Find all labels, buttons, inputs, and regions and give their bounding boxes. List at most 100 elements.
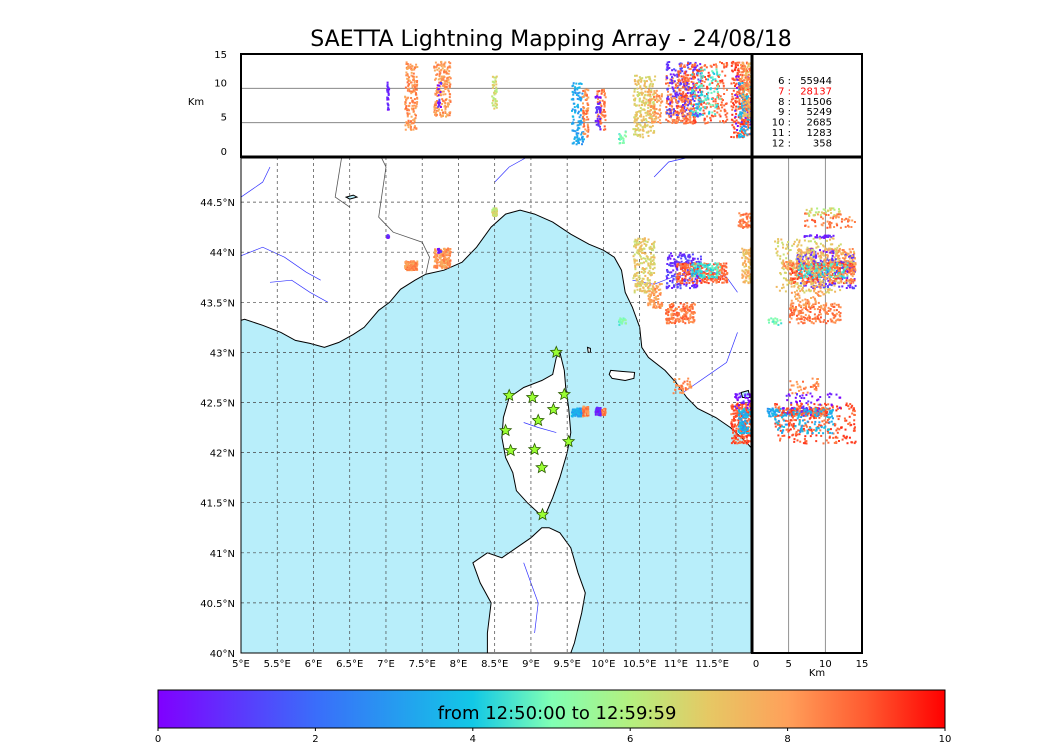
lightning-source <box>415 85 418 88</box>
lightning-source <box>652 103 655 106</box>
lightning-source <box>744 76 747 79</box>
lightning-source <box>701 113 704 116</box>
lightning-source <box>666 112 669 115</box>
lightning-source <box>694 61 697 64</box>
lightning-source <box>722 63 725 66</box>
lightning-source <box>653 240 656 243</box>
lightning-source <box>434 258 437 261</box>
lightning-source <box>665 102 668 105</box>
lightning-source <box>721 106 724 109</box>
lightning-source <box>633 133 635 136</box>
lightning-source <box>652 111 655 114</box>
lightning-source <box>642 272 645 275</box>
lightning-source <box>744 412 747 415</box>
lightning-source <box>747 82 750 85</box>
lightning-source <box>743 74 746 77</box>
lightning-source <box>679 92 682 95</box>
lightning-source <box>574 111 577 114</box>
lightning-source <box>653 131 656 134</box>
station-star <box>546 402 561 416</box>
lightning-source <box>445 115 447 118</box>
lightning-source <box>685 84 688 87</box>
lightning-source <box>416 101 419 103</box>
lightning-source <box>575 82 578 85</box>
lightning-source <box>657 294 659 297</box>
lightning-source <box>694 303 696 306</box>
lightning-source <box>703 95 706 98</box>
lightning-source <box>594 411 597 414</box>
lightning-source <box>737 67 740 70</box>
lightning-source <box>673 96 676 99</box>
lightning-source <box>734 414 737 417</box>
lightning-source <box>680 63 683 66</box>
lightning-source <box>695 261 698 263</box>
lightning-source <box>690 94 693 97</box>
lightning-source <box>577 112 580 115</box>
lightning-source <box>600 105 603 108</box>
lightning-source <box>668 61 671 63</box>
lightning-source <box>722 274 725 277</box>
lightning-source <box>571 90 574 93</box>
lightning-source <box>716 94 719 97</box>
lightning-source <box>635 124 638 127</box>
lightning-source <box>600 117 603 120</box>
lightning-source <box>491 95 494 98</box>
lightning-source <box>413 90 416 93</box>
station-star <box>535 460 549 474</box>
lat-tick-label: 40°N <box>210 649 235 660</box>
lightning-source <box>410 71 413 74</box>
lightning-source <box>444 258 447 261</box>
lightning-source <box>673 381 676 383</box>
lightning-source <box>447 105 449 108</box>
lightning-source <box>747 62 749 65</box>
lightning-source <box>690 104 693 107</box>
lightning-source <box>634 114 637 116</box>
lightning-source <box>745 122 748 125</box>
lightning-source <box>688 270 691 273</box>
capraia-island <box>586 346 591 353</box>
lightning-source <box>576 129 579 132</box>
lightning-source <box>684 322 687 325</box>
lightning-source <box>638 274 641 277</box>
lightning-source <box>646 286 649 289</box>
lightning-source <box>576 407 579 410</box>
lightning-source <box>573 106 576 109</box>
lightning-source <box>747 253 750 255</box>
lightning-source <box>686 259 689 262</box>
lightning-source <box>708 112 711 115</box>
lightning-source <box>705 276 708 278</box>
lightning-source <box>412 79 415 81</box>
lightning-source <box>672 312 675 315</box>
lightning-source <box>748 62 751 65</box>
lightning-source <box>654 120 657 123</box>
lightning-source <box>413 118 416 121</box>
lightning-source <box>433 107 436 110</box>
lightning-source <box>803 261 806 264</box>
lightning-source <box>640 113 643 116</box>
lightning-source <box>576 139 579 142</box>
lightning-source <box>742 63 745 66</box>
lightning-source <box>635 283 638 286</box>
lightning-source <box>700 90 703 93</box>
lightning-source <box>648 98 651 101</box>
lightning-source <box>652 97 655 100</box>
lightning-source <box>685 74 688 77</box>
lightning-source <box>448 61 451 64</box>
lightning-source <box>708 269 711 272</box>
lightning-source <box>653 92 656 94</box>
lightning-source <box>444 83 447 86</box>
lightning-source <box>647 93 650 96</box>
lightning-source <box>740 436 743 439</box>
map-panel: 5°E 5.5°E 6°E 6.5°E 7°E 7.5°E 8°E 8.5°E 9°E 9.5°E… <box>200 157 752 670</box>
lightning-source <box>657 298 660 300</box>
lightning-source <box>653 263 656 266</box>
lightning-source <box>440 69 443 72</box>
lightning-source <box>692 284 695 287</box>
lightning-source <box>446 262 449 265</box>
lightning-source <box>414 125 416 128</box>
lightning-source <box>658 119 661 122</box>
lightning-source <box>742 106 745 109</box>
lightning-source <box>651 263 654 266</box>
lightning-source <box>679 109 682 112</box>
lightning-source <box>705 102 708 105</box>
